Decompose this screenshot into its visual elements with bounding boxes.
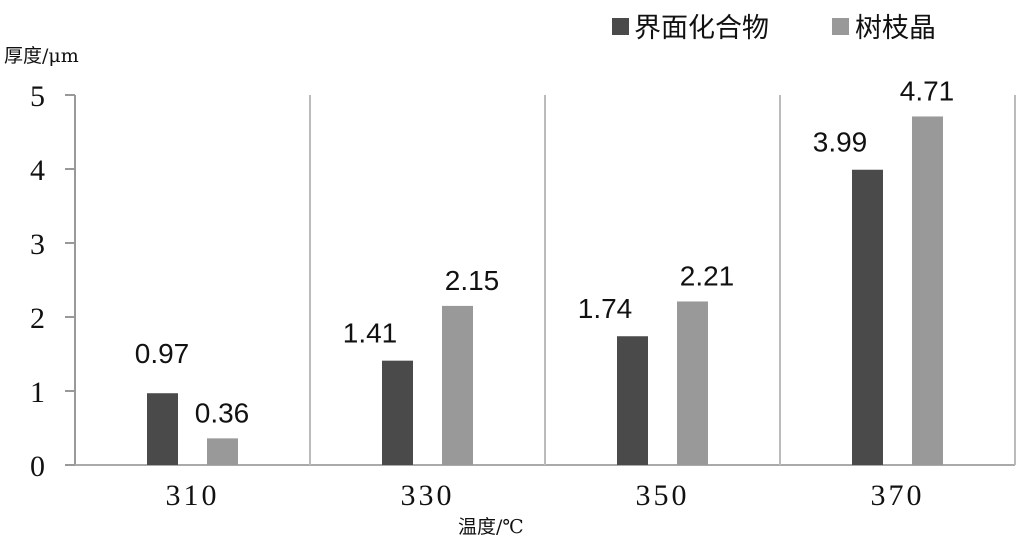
legend-swatch	[832, 18, 849, 35]
bar-370-compound	[852, 169, 883, 466]
legend-swatch	[612, 18, 629, 35]
bar-310-compound	[147, 393, 178, 465]
y-tick-label: 1	[30, 376, 45, 409]
data-label: 0.36	[195, 397, 250, 428]
bar-350-dendrite	[677, 301, 708, 465]
legend-label: 界面化合物	[634, 13, 769, 44]
bar-330-compound	[382, 360, 413, 465]
plot-area: 0 1 2 3 4 5 310 0.970.36 330 1.41 2.15 350 1.74 2.21 3…	[30, 75, 1016, 512]
data-label: 1.74	[578, 293, 633, 324]
data-label: 4.71	[900, 75, 955, 106]
data-label: 2.21	[680, 260, 735, 291]
y-tick-label: 3	[30, 228, 45, 261]
bar-350-compound	[617, 336, 648, 465]
bar-310-dendrite	[207, 438, 238, 465]
y-axis-label: 厚度/μm	[4, 45, 79, 67]
x-tick-label: 330	[401, 479, 455, 512]
y-tick-label: 2	[30, 302, 45, 335]
data-label: 3.99	[813, 127, 868, 158]
data-label: 0.97	[135, 338, 190, 369]
legend-label: 树枝晶	[855, 13, 936, 44]
y-tick-label: 5	[30, 80, 45, 113]
x-tick-label: 350	[636, 479, 690, 512]
x-tick-label: 370	[871, 479, 925, 512]
y-tick-label: 0	[30, 450, 45, 483]
y-tick-label: 4	[30, 154, 45, 187]
bar-330-dendrite	[442, 305, 473, 465]
data-label: 2.15	[445, 265, 500, 296]
x-tick-label: 310	[166, 479, 220, 512]
legend: 界面化合物 树枝晶	[612, 13, 936, 44]
x-axis-label: 温度/℃	[458, 516, 524, 538]
data-label: 1.41	[343, 318, 398, 349]
bar-370-dendrite	[912, 116, 943, 466]
